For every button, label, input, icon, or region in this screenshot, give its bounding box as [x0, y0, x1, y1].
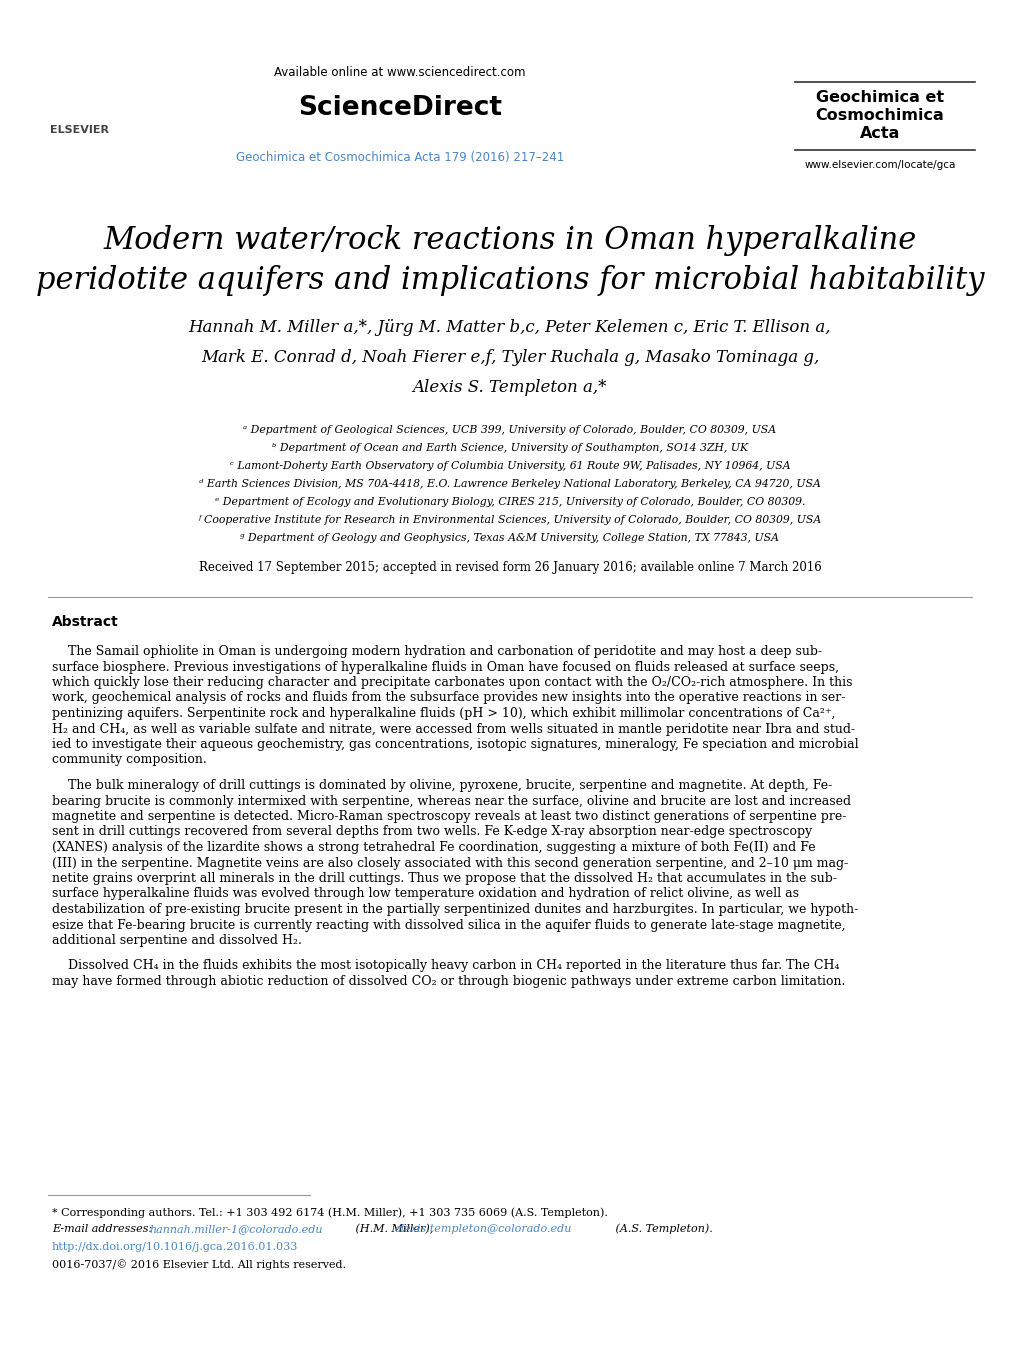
Text: peridotite aquifers and implications for microbial habitability: peridotite aquifers and implications for…	[36, 265, 983, 295]
Text: (XANES) analysis of the lizardite shows a strong tetrahedral Fe coordination, su: (XANES) analysis of the lizardite shows …	[52, 841, 815, 853]
Text: esize that Fe-bearing brucite is currently reacting with dissolved silica in the: esize that Fe-bearing brucite is current…	[52, 919, 845, 931]
Text: ᵉ Department of Ecology and Evolutionary Biology, CIRES 215, University of Color: ᵉ Department of Ecology and Evolutionary…	[215, 497, 804, 507]
Text: Cosmochimica: Cosmochimica	[815, 109, 944, 124]
Text: Acta: Acta	[859, 126, 900, 141]
Text: surface biosphere. Previous investigations of hyperalkaline fluids in Oman have : surface biosphere. Previous investigatio…	[52, 660, 839, 674]
Text: ScienceDirect: ScienceDirect	[298, 95, 501, 121]
Text: www.elsevier.com/locate/gca: www.elsevier.com/locate/gca	[804, 160, 955, 170]
Text: Geochimica et Cosmochimica Acta 179 (2016) 217–241: Geochimica et Cosmochimica Acta 179 (201…	[235, 151, 564, 164]
Text: * Corresponding authors. Tel.: +1 303 492 6174 (H.M. Miller), +1 303 735 6069 (A: * Corresponding authors. Tel.: +1 303 49…	[52, 1208, 607, 1218]
Text: pentinizing aquifers. Serpentinite rock and hyperalkaline fluids (pH > 10), whic: pentinizing aquifers. Serpentinite rock …	[52, 707, 835, 720]
Text: (A.S. Templeton).: (A.S. Templeton).	[611, 1223, 712, 1234]
Text: Modern water/rock reactions in Oman hyperalkaline: Modern water/rock reactions in Oman hype…	[103, 224, 916, 255]
Text: ᵃ Department of Geological Sciences, UCB 399, University of Colorado, Boulder, C: ᵃ Department of Geological Sciences, UCB…	[244, 425, 775, 435]
Text: ᵍ Department of Geology and Geophysics, Texas A&M University, College Station, T: ᵍ Department of Geology and Geophysics, …	[240, 533, 779, 544]
Text: Geochimica et: Geochimica et	[815, 91, 944, 106]
Text: ᶜ Lamont-Doherty Earth Observatory of Columbia University, 61 Route 9W, Palisade: ᶜ Lamont-Doherty Earth Observatory of Co…	[229, 461, 790, 472]
Text: H₂ and CH₄, as well as variable sulfate and nitrate, were accessed from wells si: H₂ and CH₄, as well as variable sulfate …	[52, 723, 854, 735]
Text: bearing brucite is commonly intermixed with serpentine, whereas near the surface: bearing brucite is commonly intermixed w…	[52, 795, 850, 807]
Text: work, geochemical analysis of rocks and fluids from the subsurface provides new : work, geochemical analysis of rocks and …	[52, 692, 845, 704]
Text: ᵇ Department of Ocean and Earth Science, University of Southampton, SO14 3ZH, UK: ᵇ Department of Ocean and Earth Science,…	[272, 443, 747, 453]
Text: destabilization of pre-existing brucite present in the partially serpentinized d: destabilization of pre-existing brucite …	[52, 902, 857, 916]
Text: magnetite and serpentine is detected. Micro-Raman spectroscopy reveals at least : magnetite and serpentine is detected. Mi…	[52, 810, 846, 824]
Text: Abstract: Abstract	[52, 616, 118, 629]
Text: Available online at www.sciencedirect.com: Available online at www.sciencedirect.co…	[274, 65, 525, 79]
Text: alexis.templeton@colorado.edu: alexis.templeton@colorado.edu	[394, 1224, 572, 1234]
Text: additional serpentine and dissolved H₂.: additional serpentine and dissolved H₂.	[52, 934, 302, 947]
Text: The Samail ophiolite in Oman is undergoing modern hydration and carbonation of p: The Samail ophiolite in Oman is undergoi…	[52, 646, 821, 658]
Text: netite grains overprint all minerals in the drill cuttings. Thus we propose that: netite grains overprint all minerals in …	[52, 872, 837, 885]
Text: which quickly lose their reducing character and precipitate carbonates upon cont: which quickly lose their reducing charac…	[52, 675, 852, 689]
Text: Alexis S. Templeton a,*: Alexis S. Templeton a,*	[413, 379, 606, 397]
Text: Dissolved CH₄ in the fluids exhibits the most isotopically heavy carbon in CH₄ r: Dissolved CH₄ in the fluids exhibits the…	[52, 959, 839, 973]
Text: may have formed through abiotic reduction of dissolved CO₂ or through biogenic p: may have formed through abiotic reductio…	[52, 974, 845, 988]
Text: Hannah M. Miller a,*, Jürg M. Matter b,c, Peter Kelemen c, Eric T. Ellison a,: Hannah M. Miller a,*, Jürg M. Matter b,c…	[189, 319, 830, 337]
Text: The bulk mineralogy of drill cuttings is dominated by olivine, pyroxene, brucite: The bulk mineralogy of drill cuttings is…	[52, 779, 832, 792]
Text: (H.M. Miller),: (H.M. Miller),	[352, 1224, 436, 1234]
Text: ELSEVIER: ELSEVIER	[51, 125, 109, 135]
Text: ied to investigate their aqueous geochemistry, gas concentrations, isotopic sign: ied to investigate their aqueous geochem…	[52, 738, 858, 752]
Text: Mark E. Conrad d, Noah Fierer e,f, Tyler Ruchala g, Masako Tominaga g,: Mark E. Conrad d, Noah Fierer e,f, Tyler…	[201, 349, 818, 367]
Text: http://dx.doi.org/10.1016/j.gca.2016.01.033: http://dx.doi.org/10.1016/j.gca.2016.01.…	[52, 1242, 299, 1252]
Text: 0016-7037/© 2016 Elsevier Ltd. All rights reserved.: 0016-7037/© 2016 Elsevier Ltd. All right…	[52, 1260, 345, 1271]
Text: ᵈ Earth Sciences Division, MS 70A-4418, E.O. Lawrence Berkeley National Laborato: ᵈ Earth Sciences Division, MS 70A-4418, …	[199, 478, 820, 489]
Text: ᶠ Cooperative Institute for Research in Environmental Sciences, University of Co: ᶠ Cooperative Institute for Research in …	[198, 515, 821, 525]
Text: sent in drill cuttings recovered from several depths from two wells. Fe K-edge X: sent in drill cuttings recovered from se…	[52, 825, 811, 839]
Text: hannah.miller-1@colorado.edu: hannah.miller-1@colorado.edu	[149, 1224, 322, 1234]
Text: E-mail addresses:: E-mail addresses:	[52, 1224, 156, 1234]
Text: community composition.: community composition.	[52, 753, 207, 766]
Text: surface hyperalkaline fluids was evolved through low temperature oxidation and h: surface hyperalkaline fluids was evolved…	[52, 887, 798, 901]
Text: (III) in the serpentine. Magnetite veins are also closely associated with this s: (III) in the serpentine. Magnetite veins…	[52, 856, 848, 870]
Text: Received 17 September 2015; accepted in revised form 26 January 2016; available : Received 17 September 2015; accepted in …	[199, 561, 820, 575]
